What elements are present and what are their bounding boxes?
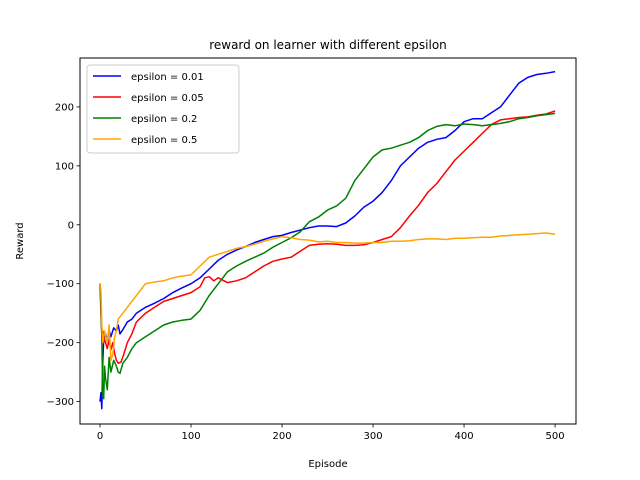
legend-label: epsilon = 0.5: [131, 135, 197, 146]
y-axis: −300 −200 −100 0 100 200: [47, 102, 80, 408]
plot-frame: [79, 57, 577, 425]
legend: epsilon = 0.01 epsilon = 0.05 epsilon = 0.…: [86, 64, 240, 154]
legend-label: epsilon = 0.01: [131, 72, 204, 83]
x-tick-label: 500: [546, 431, 565, 442]
y-tick-label: 0: [68, 220, 74, 231]
x-axis: 0 100 200 300 400 500: [97, 424, 565, 442]
legend-label: epsilon = 0.05: [131, 93, 204, 104]
x-tick-label: 400: [455, 431, 474, 442]
series-line-3: [99, 232, 556, 362]
x-tick-label: 100: [181, 431, 200, 442]
plot-area: [99, 70, 556, 410]
series-line-1: [99, 110, 556, 365]
y-tick-label: −100: [47, 279, 74, 290]
y-tick-label: −300: [47, 397, 74, 408]
y-tick-label: 200: [55, 102, 74, 113]
x-tick-label: 300: [364, 431, 383, 442]
x-axis-title: Episode: [308, 459, 347, 470]
series-line-2: [99, 112, 556, 400]
legend-label: epsilon = 0.2: [131, 114, 197, 125]
y-tick-label: −200: [47, 338, 74, 349]
x-tick-label: 200: [272, 431, 291, 442]
y-axis-title: Reward: [15, 222, 26, 259]
chart-title: reward on learner with different epsilon: [209, 38, 447, 52]
y-tick-label: 100: [55, 161, 74, 172]
legend-box: [86, 64, 240, 154]
x-tick-label: 0: [97, 431, 103, 442]
